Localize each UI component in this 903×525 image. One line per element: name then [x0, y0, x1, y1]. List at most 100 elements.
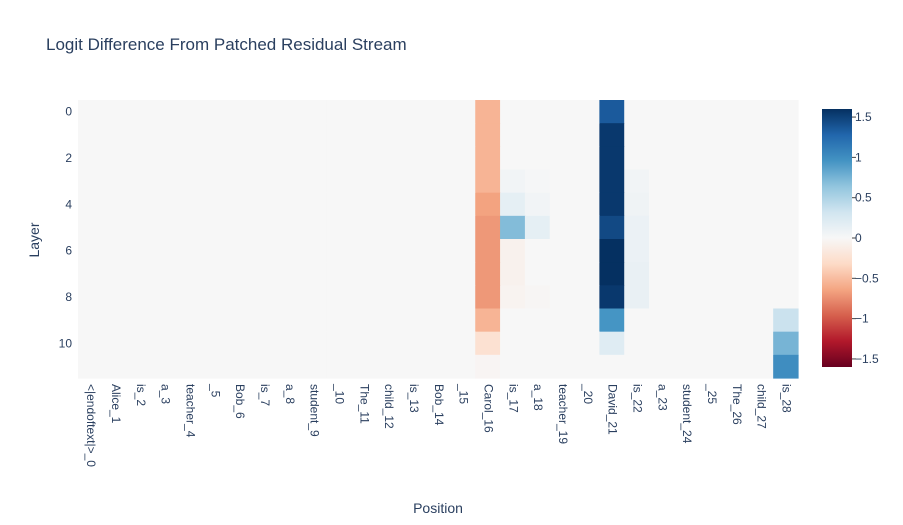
heatmap-cell [127, 285, 154, 310]
heatmap-cell [226, 285, 253, 310]
heatmap-cell [599, 123, 625, 147]
chart-title: Logit Difference From Patched Residual S… [46, 35, 407, 54]
heatmap-cell [500, 308, 526, 333]
heatmap-cell [649, 100, 675, 124]
heatmap-cell [202, 169, 228, 194]
x-tick-label: _15 [457, 383, 471, 404]
heatmap-cell [748, 239, 774, 263]
heatmap-cell [574, 331, 600, 356]
heatmap-cell [723, 285, 749, 310]
heatmap-cell [375, 331, 402, 356]
heatmap-cell [375, 239, 402, 263]
heatmap-cell [301, 285, 327, 310]
heatmap-cell [624, 262, 650, 286]
heatmap-cell [649, 308, 675, 333]
heatmap-cell [599, 169, 625, 194]
heatmap-cell [301, 308, 327, 333]
heatmap-cell [202, 285, 228, 310]
heatmap-cell [549, 285, 576, 310]
heatmap-cell [773, 215, 799, 240]
heatmap-cell [574, 285, 600, 310]
heatmap-cell [673, 100, 700, 124]
heatmap-cell [127, 331, 154, 356]
heatmap-cell [375, 354, 402, 379]
x-tick-label: is_17 [506, 384, 520, 413]
heatmap-cell [226, 192, 253, 217]
heatmap-cell [276, 285, 303, 310]
x-axis-title: Position [413, 500, 463, 516]
heatmap-cell [226, 239, 253, 263]
heatmap-cell [524, 331, 551, 356]
heatmap-cell [549, 169, 576, 194]
heatmap-cell [326, 308, 352, 333]
heatmap-cell [673, 285, 700, 310]
x-tick-label: student_24 [680, 384, 694, 444]
heatmap-cell [574, 146, 600, 171]
heatmap-cell [549, 215, 576, 240]
heatmap-cell [78, 285, 104, 310]
heatmap-cell [78, 239, 104, 263]
heatmap-cell [326, 146, 352, 171]
x-tick-label: The_11 [357, 384, 371, 424]
heatmap-cell [748, 215, 774, 240]
heatmap-cell [351, 169, 377, 194]
heatmap-cell [425, 308, 452, 333]
heatmap-cell [102, 239, 129, 263]
heatmap-cell [723, 169, 749, 194]
heatmap-cell [475, 262, 501, 286]
x-tick-label: is_22 [630, 384, 644, 413]
heatmap-cell [425, 215, 452, 240]
x-tick-label: a_8 [283, 384, 297, 404]
heatmap-cell [624, 146, 650, 171]
heatmap-cell [400, 262, 427, 286]
heatmap-cell [127, 192, 154, 217]
heatmap-cell [351, 239, 377, 263]
heatmap-cell [673, 192, 700, 217]
heatmap-cell [574, 215, 600, 240]
heatmap-cell [574, 239, 600, 263]
heatmap-cell [698, 146, 725, 171]
heatmap-cell [351, 354, 377, 379]
heatmap-cell [326, 123, 352, 147]
heatmap-cell [152, 308, 178, 333]
colorbar-tick-label: −1.5 [855, 352, 879, 366]
heatmap-cell [748, 308, 774, 333]
y-tick-label: 10 [59, 336, 73, 350]
heatmap-cell [599, 331, 625, 356]
heatmap-cell [599, 285, 625, 310]
heatmap-cell [251, 354, 278, 379]
heatmap-cell [698, 285, 725, 310]
heatmap-cell [673, 262, 700, 286]
heatmap-cell [152, 192, 178, 217]
heatmap-cell [524, 262, 551, 286]
x-tick-label: a_18 [531, 384, 545, 411]
heatmap-cell [301, 239, 327, 263]
heatmap-cell [599, 100, 625, 124]
heatmap-cell [226, 308, 253, 333]
heatmap-cell [599, 354, 625, 379]
heatmap-cell [450, 239, 476, 263]
heatmap-cell [475, 169, 501, 194]
heatmap-cell [673, 146, 700, 171]
heatmap-cell [102, 169, 129, 194]
heatmap-cell [351, 146, 377, 171]
x-tick-label: teacher_4 [184, 384, 198, 438]
heatmap-cell [326, 100, 352, 124]
heatmap-cell [524, 354, 551, 379]
heatmap-cell [177, 239, 203, 263]
heatmap-cell [127, 239, 154, 263]
heatmap-cell [251, 262, 278, 286]
heatmap-cell [400, 146, 427, 171]
heatmap-cell [524, 285, 551, 310]
heatmap-cell [773, 262, 799, 286]
heatmap-cell [326, 285, 352, 310]
heatmap-cell [773, 354, 799, 379]
heatmap-cell [549, 239, 576, 263]
heatmap-cell [624, 169, 650, 194]
heatmap-cell [524, 215, 551, 240]
heatmap-cell [673, 354, 700, 379]
heatmap-cell [624, 123, 650, 147]
heatmap-cell [450, 100, 476, 124]
heatmap-cell [624, 354, 650, 379]
heatmap-cell [202, 239, 228, 263]
